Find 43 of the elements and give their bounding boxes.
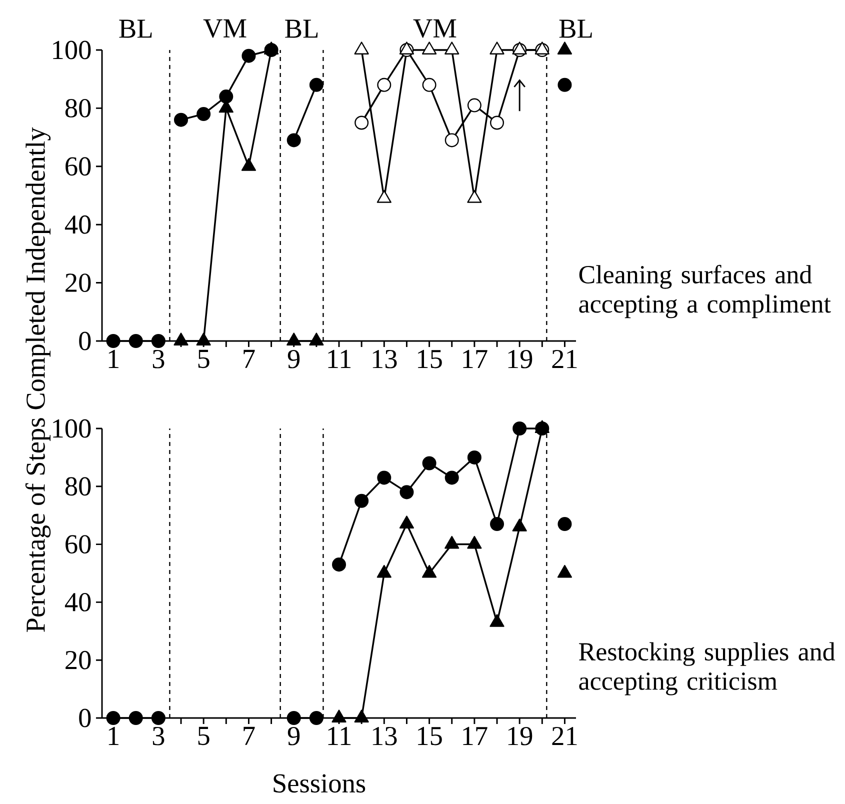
- y-tick-label: 100: [53, 40, 91, 60]
- y-tick-label: 0: [79, 708, 91, 728]
- x-tick-label: 3: [152, 350, 164, 368]
- y-tick-label: 80: [65, 98, 91, 118]
- text: BL: [285, 20, 318, 38]
- x-tick-label: 1: [108, 350, 118, 368]
- text: VM: [413, 19, 456, 38]
- x-tick-label: 21: [552, 350, 577, 368]
- text: VM: [203, 19, 246, 38]
- x-tick-label: 15: [418, 350, 442, 368]
- x-tick-label: 17: [463, 726, 488, 745]
- x-tick-label: 19: [508, 726, 532, 746]
- y-tick-label: 60: [66, 535, 91, 554]
- x-tick-label: 21: [552, 726, 577, 746]
- text: Cleaning surfaces and accepting a compliment: [579, 264, 831, 318]
- x-tick-label: 3: [152, 726, 164, 746]
- y-tick-label: 40: [64, 592, 91, 612]
- y-tick-label: 100: [53, 419, 91, 438]
- y-axis-title: Percentage of Steps Completed Independently: [25, 127, 51, 632]
- y-tick-label: 0: [79, 332, 91, 350]
- x-tick-label: 7: [244, 350, 255, 368]
- x-tick-label: 13: [372, 350, 397, 368]
- y-tick-label: 80: [65, 477, 91, 496]
- text: Restocking supplies and accepting criticism: [579, 642, 836, 696]
- x-tick-label: 9: [288, 726, 300, 746]
- y-tick-label: 60: [66, 157, 91, 176]
- y-tick-label: 20: [66, 274, 91, 292]
- x-tick-label: 7: [244, 726, 255, 745]
- x-tick-label: 9: [288, 350, 300, 368]
- x-axis-title: Sessions: [274, 774, 366, 793]
- x-tick-label: 5: [198, 350, 210, 368]
- x-tick-label: 1: [108, 726, 118, 745]
- x-tick-label: 13: [372, 726, 397, 746]
- x-tick-label: 11: [328, 350, 351, 368]
- x-tick-label: 19: [508, 350, 532, 368]
- text: BL: [119, 20, 152, 38]
- y-tick-label: 20: [66, 650, 91, 670]
- x-tick-label: 5: [198, 726, 210, 746]
- x-tick-label: 11: [328, 726, 351, 745]
- y-tick-label: 40: [64, 215, 91, 234]
- text: BL: [559, 20, 592, 38]
- x-tick-label: 15: [418, 726, 442, 746]
- x-tick-label: 17: [463, 350, 488, 368]
